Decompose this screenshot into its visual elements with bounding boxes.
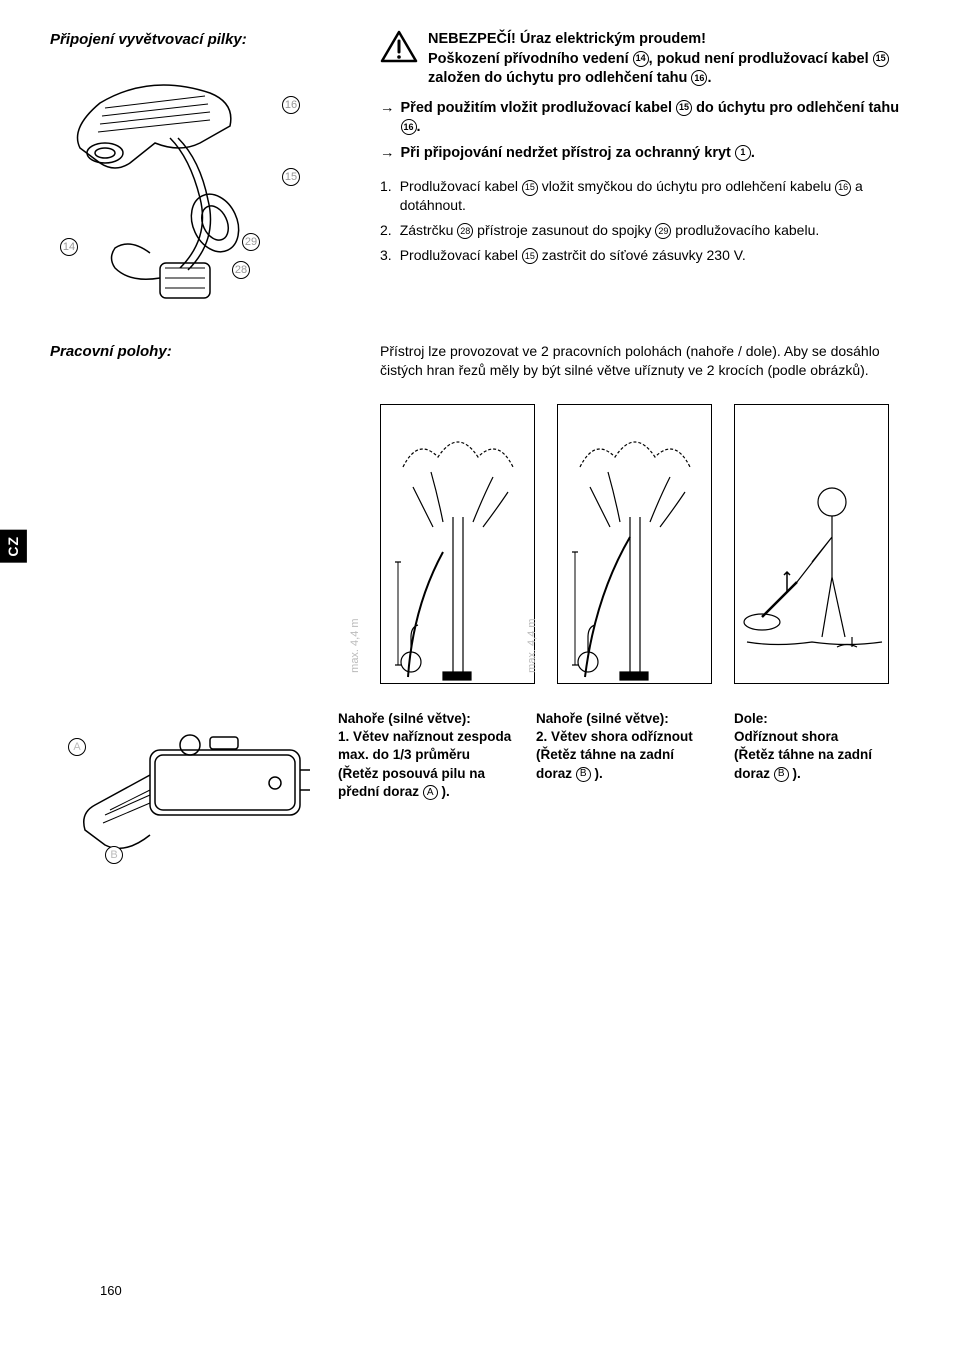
i1-b: vložit smyčkou do úchytu pro odlehčení k… <box>538 178 835 194</box>
col2-body-a: 2. Větev shora odříznout <box>536 729 693 744</box>
page-number: 160 <box>100 1282 122 1300</box>
max-height-label-2: max. 4,4 m <box>525 619 540 673</box>
callout-B: B <box>105 846 123 864</box>
saw-illustration: A B <box>50 710 320 880</box>
instruction-arrow-1: → Před použitím vložit prodlužovací kabe… <box>380 99 910 138</box>
ref-15d: 15 <box>522 248 538 264</box>
ref-16c: 16 <box>835 180 851 196</box>
col2-body-c: ). <box>591 766 603 781</box>
ref-A: A <box>423 785 438 800</box>
ref-1: 1 <box>735 145 751 161</box>
handle-illustration: 16 15 14 29 28 <box>50 58 330 318</box>
i2-c: prodlužovacího kabelu. <box>671 222 819 238</box>
i2-a: Zástrčku <box>400 222 458 238</box>
warning-icon <box>380 30 418 64</box>
ref-16b: 16 <box>401 119 417 135</box>
step-1: 1. Prodlužovací kabel 15 vložit smyčkou … <box>380 177 910 215</box>
col1-body-c: ). <box>438 784 450 799</box>
step-2: 2. Zástrčku 28 přístroje zasunout do spo… <box>380 221 910 240</box>
ref-15: 15 <box>873 51 889 67</box>
ref-28: 28 <box>457 223 473 239</box>
col3-body-b: (Řetěz táhne na zadní doraz <box>734 747 872 780</box>
arrow1-c: . <box>417 119 421 135</box>
col2-title: Nahoře (silné větve): <box>536 711 669 726</box>
col1-body-b: (Řetěz posouvá pilu na přední doraz <box>338 766 485 799</box>
col3-body-c: ). <box>789 766 801 781</box>
bottom-col-2: Nahoře (silné větve): 2. Větev shora odř… <box>536 710 712 801</box>
ref-14: 14 <box>633 51 649 67</box>
danger-body-a: Poškození přívodního vedení <box>428 51 633 67</box>
arrow2-b: . <box>751 145 755 161</box>
tree-figure-3 <box>734 404 889 684</box>
instruction-arrow-2: → Při připojování nedržet přístroj za oc… <box>380 144 910 164</box>
danger-title: NEBEZPEČÍ! Úraz elektrickým proudem! <box>428 31 706 47</box>
section2-heading: Pracovní polohy: <box>50 342 360 362</box>
danger-body-c: založen do úchytu pro odlehčení tahu <box>428 70 691 86</box>
bottom-col-1: Nahoře (silné větve): 1. Větev naříznout… <box>338 710 514 801</box>
ref-15b: 15 <box>676 100 692 116</box>
ref-B2: B <box>774 767 789 782</box>
section2-body: Přístroj lze provozovat ve 2 pracovních … <box>380 342 910 380</box>
section1-heading: Připojení vyvětvovací pilky: <box>50 30 360 50</box>
col3-title: Dole: <box>734 711 768 726</box>
max-height-label-1: max. 4,4 m <box>348 619 363 673</box>
arrow1-b: do úchytu pro odlehčení tahu <box>692 100 899 116</box>
arrow-icon: → <box>380 144 395 164</box>
col2-body-b: (Řetěz táhne na zadní doraz <box>536 747 674 780</box>
i2-b: přístroje zasunout do spojky <box>473 222 655 238</box>
ref-B: B <box>576 767 591 782</box>
language-tab: CZ <box>0 530 27 563</box>
danger-body-d: . <box>707 70 711 86</box>
i3-b: zastrčit do síťové zásuvky 230 V. <box>538 247 746 263</box>
i3-a: Prodlužovací kabel <box>400 247 522 263</box>
ref-16: 16 <box>691 70 707 86</box>
tree-figure-1: max. 4,4 m <box>380 404 535 684</box>
danger-text: NEBEZPEČÍ! Úraz elektrickým proudem! Poš… <box>428 30 910 89</box>
arrow1-a: Před použitím vložit prodlužovací kabel <box>401 100 677 116</box>
col3-body-a: Odříznout shora <box>734 729 838 744</box>
callout-A: A <box>68 738 86 756</box>
arrow2-a: Při připojování nedržet přístroj za ochr… <box>401 145 735 161</box>
step-3: 3. Prodlužovací kabel 15 zastrčit do síť… <box>380 246 910 265</box>
i1-a: Prodlužovací kabel <box>400 178 522 194</box>
danger-body-b: , pokud není prodlužovací kabel <box>649 51 873 67</box>
tree-figure-2: max. 4,4 m <box>557 404 712 684</box>
arrow-icon: → <box>380 99 395 138</box>
bottom-col-3: Dole: Odříznout shora (Řetěz táhne na za… <box>734 710 910 801</box>
ref-15c: 15 <box>522 180 538 196</box>
col1-body-a: 1. Větev naříznout zespoda max. do 1/3 p… <box>338 729 511 762</box>
col1-title: Nahoře (silné větve): <box>338 711 471 726</box>
ref-29: 29 <box>655 223 671 239</box>
